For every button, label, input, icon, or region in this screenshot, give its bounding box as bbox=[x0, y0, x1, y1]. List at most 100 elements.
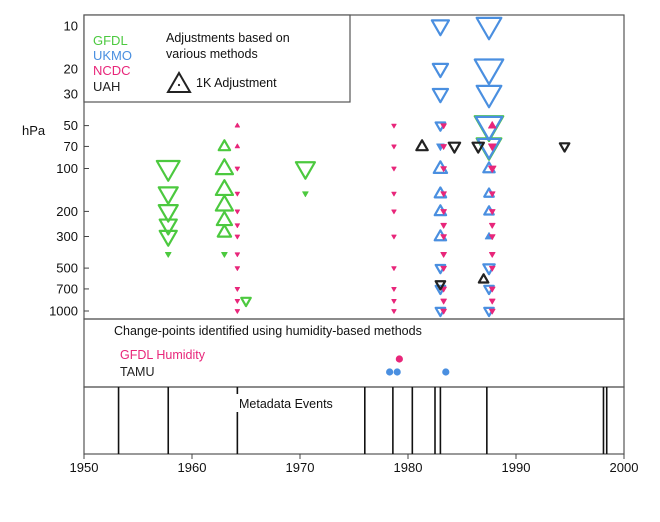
metadata-panel-frame bbox=[83, 386, 625, 455]
legend-box bbox=[83, 14, 351, 103]
ncdc-adjustment-marker bbox=[440, 209, 447, 215]
gfdl-adjustment-marker bbox=[157, 186, 179, 205]
gfdl-adjustment-marker bbox=[302, 191, 309, 198]
legend-entry-gfdl: GFDL bbox=[93, 33, 128, 48]
ncdc-adjustment-marker bbox=[440, 166, 447, 172]
y-tick-label: 20 bbox=[64, 61, 78, 76]
y-tick-label: 50 bbox=[64, 118, 78, 133]
gfdl-adjustment-marker bbox=[164, 252, 172, 258]
x-tick-label: 2000 bbox=[610, 460, 639, 475]
y-tick-label: 200 bbox=[56, 204, 78, 219]
x-tick-label: 1950 bbox=[70, 460, 99, 475]
legend-scale-triangle-icon bbox=[166, 71, 192, 93]
ncdc-adjustment-marker bbox=[440, 144, 447, 150]
gfdl-adjustment-marker bbox=[216, 223, 233, 238]
ncdc-adjustment-marker bbox=[391, 166, 397, 172]
ncdc-adjustment-marker bbox=[488, 165, 497, 173]
gfdl-adjustment-marker bbox=[157, 204, 179, 223]
uah-adjustment-marker bbox=[558, 142, 571, 153]
y-axis-label: hPa bbox=[22, 123, 46, 138]
ukmo-adjustment-marker bbox=[431, 62, 450, 79]
ncdc-adjustment-marker bbox=[488, 234, 496, 240]
y-tick-label: 70 bbox=[64, 139, 78, 154]
y-tick-label: 300 bbox=[56, 229, 78, 244]
ncdc-adjustment-marker bbox=[391, 144, 397, 150]
ncdc-adjustment-marker bbox=[488, 191, 496, 198]
legend-entry-uah: UAH bbox=[93, 79, 120, 94]
ncdc-adjustment-marker bbox=[488, 121, 497, 129]
ncdc-adjustment-marker bbox=[440, 298, 447, 305]
gfdl-adjustment-marker bbox=[158, 229, 178, 247]
ncdc-adjustment-marker bbox=[391, 234, 397, 240]
ncdc-adjustment-marker bbox=[234, 122, 241, 128]
gfdl-adjustment-marker bbox=[215, 210, 234, 227]
humidity-legend-gfdl: GFDL Humidity bbox=[120, 348, 206, 362]
ncdc-adjustment-marker bbox=[234, 266, 241, 271]
ncdc-adjustment-marker bbox=[488, 308, 496, 315]
metadata-title-background bbox=[236, 394, 360, 412]
legend: GFDL UKMO NCDC UAH Adjustments based on … bbox=[83, 14, 351, 103]
x-tick-label: 1970 bbox=[286, 460, 315, 475]
uah-adjustment-marker bbox=[471, 141, 485, 154]
ncdc-adjustment-marker bbox=[234, 287, 241, 292]
ncdc-adjustment-marker bbox=[488, 222, 496, 229]
ncdc-adjustment-marker bbox=[234, 309, 241, 314]
x-tick-label: 1990 bbox=[502, 460, 531, 475]
ncdc-adjustment-marker bbox=[488, 252, 496, 258]
ncdc-adjustment-marker bbox=[391, 266, 397, 271]
ncdc-adjustment-marker bbox=[440, 191, 447, 198]
ncdc-adjustment-marker bbox=[234, 299, 241, 304]
ncdc-adjustment-marker bbox=[440, 222, 447, 229]
ncdc-adjustment-marker bbox=[391, 309, 397, 314]
humidity-change-point bbox=[395, 355, 403, 363]
ukmo-adjustment-marker bbox=[430, 19, 451, 37]
ncdc-adjustment-marker bbox=[391, 209, 397, 215]
gfdl-adjustment-marker bbox=[214, 179, 235, 197]
ncdc-adjustment-marker bbox=[488, 298, 496, 305]
gfdl-adjustment-marker bbox=[217, 139, 232, 152]
ukmo-adjustment-marker bbox=[431, 87, 450, 104]
gfdl-adjustment-marker bbox=[158, 218, 178, 236]
uah-adjustment-marker bbox=[415, 139, 429, 152]
ncdc-adjustment-marker bbox=[440, 234, 447, 240]
ncdc-adjustment-marker bbox=[440, 252, 447, 258]
humidity-panel-title: Change-points identified using humidity-… bbox=[114, 324, 422, 338]
legend-scale-triangle-dot bbox=[177, 83, 181, 87]
ncdc-adjustment-marker bbox=[391, 287, 397, 292]
y-tick-label: 500 bbox=[56, 261, 78, 276]
ukmo-adjustment-marker bbox=[475, 16, 503, 41]
ncdc-adjustment-marker bbox=[488, 143, 497, 151]
ncdc-adjustment-marker bbox=[391, 191, 397, 197]
humidity-change-point bbox=[386, 368, 394, 376]
gfdl-adjustment-marker bbox=[214, 158, 235, 176]
legend-note-line-1: Adjustments based on bbox=[166, 31, 290, 45]
uah-adjustment-marker bbox=[434, 280, 447, 291]
ncdc-adjustment-marker bbox=[488, 286, 496, 293]
legend-note-line-2: various methods bbox=[166, 47, 258, 61]
gfdl-adjustment-marker bbox=[240, 296, 252, 308]
y-tick-label: 100 bbox=[56, 161, 78, 176]
gfdl-adjustment-marker bbox=[294, 161, 316, 180]
y-tick-label: 700 bbox=[56, 281, 78, 296]
legend-entry-ncdc: NCDC bbox=[93, 63, 131, 78]
ukmo-adjustment-marker bbox=[473, 58, 505, 86]
y-tick-label: 10 bbox=[64, 19, 78, 34]
ncdc-adjustment-marker bbox=[234, 191, 241, 197]
ncdc-adjustment-marker bbox=[391, 299, 397, 304]
ncdc-adjustment-marker bbox=[234, 234, 241, 240]
ukmo-adjustment-marker bbox=[476, 137, 502, 160]
gfdl-adjustment-marker bbox=[221, 252, 228, 258]
ncdc-adjustment-marker bbox=[440, 308, 447, 315]
ncdc-adjustment-marker bbox=[234, 252, 241, 258]
ncdc-adjustment-marker bbox=[391, 123, 397, 129]
humidity-change-point bbox=[393, 368, 401, 376]
ncdc-adjustment-marker bbox=[440, 265, 447, 272]
metadata-panel-title: Metadata Events bbox=[239, 397, 333, 411]
ncdc-adjustment-marker bbox=[234, 209, 241, 215]
y-tick-label: 1000 bbox=[49, 304, 78, 319]
legend-entry-ukmo: UKMO bbox=[93, 48, 132, 63]
gfdl-adjustment-marker bbox=[214, 194, 235, 212]
humidity-change-point bbox=[442, 368, 450, 376]
gfdl-adjustment-marker bbox=[155, 159, 181, 182]
ncdc-adjustment-marker bbox=[440, 123, 447, 130]
